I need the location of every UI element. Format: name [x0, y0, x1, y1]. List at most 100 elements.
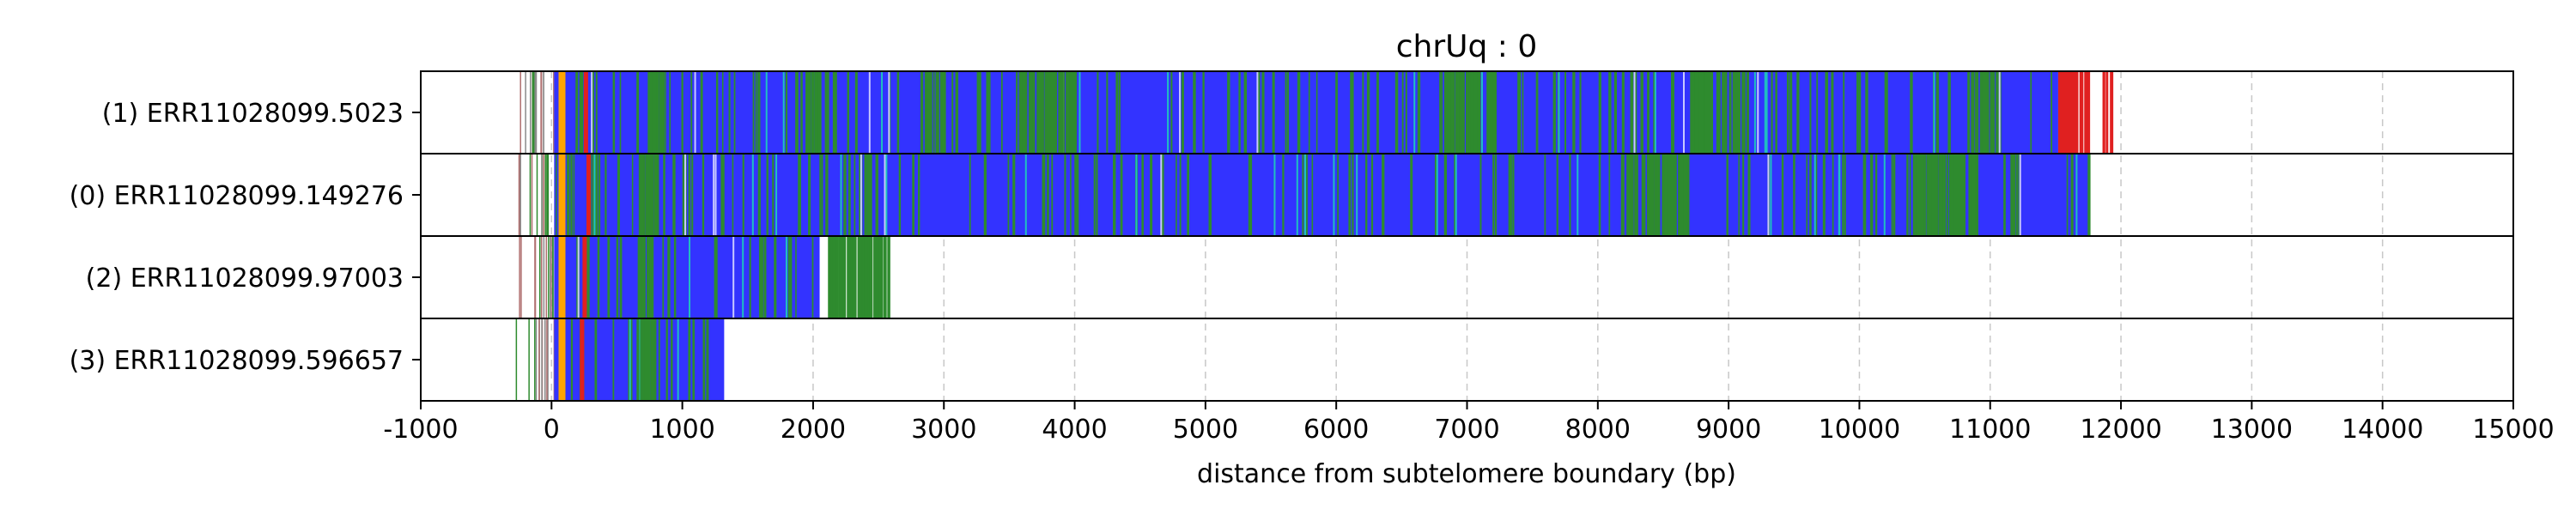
variant-mark [798, 154, 801, 236]
variant-mark [689, 236, 691, 318]
variant-mark [1193, 71, 1196, 154]
x-axis-title: distance from subtelomere boundary (bp) [1197, 459, 1736, 489]
variant-cluster-mark [1045, 71, 1050, 154]
variant-mark [573, 154, 575, 236]
variant-cluster-mark [647, 71, 653, 154]
variant-cluster-mark [1650, 154, 1655, 236]
variant-cluster-mark [1942, 154, 1947, 236]
variant-mark [576, 236, 580, 318]
variant-mark [1620, 154, 1625, 236]
variant-mark [2066, 154, 2069, 236]
variant-cluster-mark [1486, 71, 1491, 154]
x-tick-label: 13000 [2211, 415, 2293, 445]
sparse-mark [533, 71, 535, 154]
terminal-mark [2075, 71, 2078, 154]
variant-mark [667, 236, 671, 318]
variant-cluster-mark [1738, 71, 1741, 154]
variant-mark [1647, 71, 1650, 154]
variant-mark [1417, 71, 1421, 154]
variant-mark [1814, 154, 1816, 236]
variant-mark [1764, 71, 1766, 154]
variant-mark [1883, 154, 1886, 236]
variant-cluster-mark [1707, 71, 1711, 154]
variant-mark [1579, 71, 1582, 154]
variant-cluster-mark [1724, 71, 1727, 154]
variant-mark [775, 154, 778, 236]
variant-cluster-mark [1923, 154, 1926, 236]
variant-cluster-mark [653, 318, 657, 401]
variant-mark [1826, 71, 1829, 154]
variant-cluster-mark [828, 236, 831, 318]
variant-cluster-mark [639, 154, 644, 236]
variant-cluster-mark [936, 71, 939, 154]
variant-mark [1062, 71, 1066, 154]
variant-mark [1816, 71, 1819, 154]
variant-mark [1187, 154, 1190, 236]
variant-cluster-mark [1457, 71, 1461, 154]
variant-mark [1608, 71, 1612, 154]
sparse-mark [525, 71, 526, 154]
repeat-span [554, 236, 820, 318]
read-label: (3) ERR11028099.596657 [70, 346, 404, 376]
variant-mark [755, 71, 757, 154]
variant-cluster-mark [927, 71, 931, 154]
variant-mark [1333, 154, 1335, 236]
variant-cluster-mark [1722, 71, 1725, 154]
variant-mark [1598, 71, 1601, 154]
variant-mark [1302, 154, 1304, 236]
variant-cluster-mark [1069, 71, 1072, 154]
variant-mark [669, 71, 671, 154]
variant-cluster-mark [1953, 154, 1956, 236]
sparse-mark [519, 154, 521, 236]
x-tick-label: 5000 [1173, 415, 1238, 445]
variant-mark [785, 236, 787, 318]
variant-mark [848, 154, 851, 236]
x-tick-label: 3000 [911, 415, 976, 445]
variant-mark [1967, 71, 1971, 154]
x-tick-label: 11000 [1949, 415, 2031, 445]
variant-cluster-mark [1985, 71, 1990, 154]
variant-mark [2015, 154, 2019, 236]
variant-mark [913, 154, 914, 236]
variant-mark [1633, 71, 1636, 154]
variant-cluster-mark [1492, 71, 1497, 154]
variant-mark [607, 236, 611, 318]
variant-mark [1202, 71, 1205, 154]
variant-mark [1308, 71, 1310, 154]
variant-cluster-mark [1489, 71, 1494, 154]
terminal-mark [2079, 71, 2082, 154]
variant-mark [864, 154, 867, 236]
orange-mark [558, 154, 566, 236]
x-tick-label: 10000 [1819, 415, 1900, 445]
variant-mark [688, 154, 691, 236]
x-tick-label: 4000 [1042, 415, 1107, 445]
variant-mark [1118, 71, 1121, 154]
variant-mark [821, 154, 823, 236]
orange-mark [558, 71, 566, 154]
variant-cluster-mark [806, 71, 811, 154]
variant-mark [800, 71, 803, 154]
sparse-mark [534, 71, 537, 154]
variant-mark [1789, 71, 1793, 154]
variant-mark [918, 154, 920, 236]
sparse-mark [553, 318, 556, 401]
variant-mark [714, 236, 718, 318]
variant-cluster-mark [1451, 71, 1455, 154]
variant-mark [1742, 154, 1745, 236]
variant-mark [688, 318, 691, 401]
variant-mark [598, 154, 601, 236]
variant-cluster-mark [1954, 154, 1959, 236]
variant-mark [1569, 154, 1571, 236]
variant-mark [1640, 71, 1643, 154]
variant-cluster-mark [835, 236, 839, 318]
terminal-span [2057, 71, 2077, 154]
variant-mark [1121, 154, 1123, 236]
variant-cluster-mark [1022, 71, 1026, 154]
variant-mark [1843, 71, 1845, 154]
variant-mark [1227, 71, 1230, 154]
variant-cluster-mark [883, 236, 887, 318]
variant-mark [1809, 154, 1812, 236]
variant-mark [1856, 71, 1859, 154]
sparse-mark [541, 318, 543, 401]
variant-mark [835, 71, 837, 154]
